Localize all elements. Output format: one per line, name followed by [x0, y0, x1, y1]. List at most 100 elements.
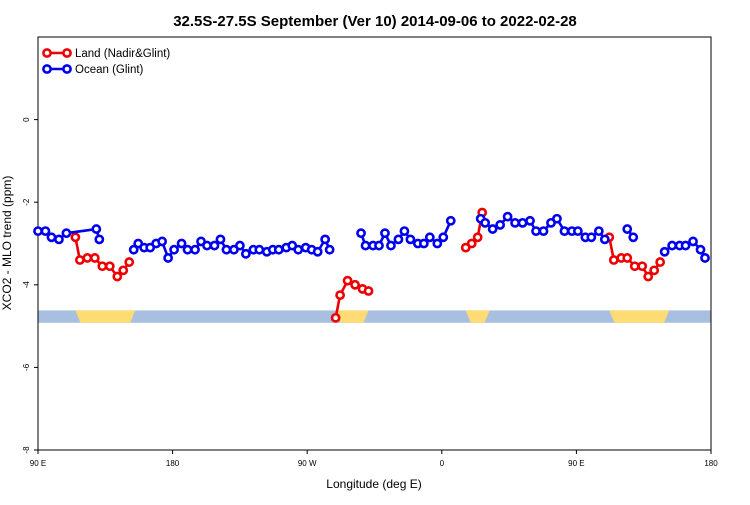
data-point: [380, 228, 390, 239]
data-point: [386, 240, 396, 251]
x-axis: 90 E 180 90 W 0 90 E 180: [30, 450, 718, 468]
y-tick-label: -8: [22, 446, 31, 454]
data-point: [128, 244, 139, 255]
data-point: [637, 261, 648, 272]
data-point: [104, 261, 115, 272]
data-point: [163, 253, 174, 263]
data-point: [330, 312, 341, 323]
data-point: [586, 232, 597, 243]
data-point: [221, 244, 232, 255]
data-point: [240, 248, 251, 259]
data-point: [538, 226, 549, 237]
data-point: [157, 236, 168, 247]
data-point: [438, 232, 449, 243]
data-point: [405, 234, 416, 245]
data-point: [46, 232, 57, 243]
data-point: [89, 253, 100, 263]
data-point: [91, 224, 102, 234]
plot-frame: [37, 36, 712, 451]
legend-marker: [62, 48, 72, 58]
data-point: [472, 232, 483, 243]
data-point: [525, 215, 535, 226]
land-band: [75, 310, 136, 323]
data-point: [659, 246, 670, 257]
data-point: [124, 257, 135, 267]
data-point: [480, 217, 491, 228]
data-point: [234, 240, 245, 251]
data-point: [418, 238, 429, 249]
x-tick-label: 180: [704, 459, 718, 468]
data-point: [424, 232, 435, 243]
data-point: [655, 257, 666, 267]
legend-marker: [42, 64, 52, 74]
data-point: [517, 217, 528, 228]
data-point: [312, 246, 323, 257]
legend-marker: [62, 64, 72, 74]
land-band: [465, 310, 490, 323]
x-tick-label: 90 E: [30, 459, 46, 468]
data-point: [688, 236, 698, 247]
legend: Land (Nadir&Glint) Ocean (Glint): [42, 48, 170, 76]
data-point: [599, 234, 610, 245]
data-point: [70, 232, 81, 243]
data-point: [552, 213, 562, 224]
data-point: [628, 232, 639, 243]
data-point: [495, 220, 506, 230]
data-point: [273, 244, 284, 255]
data-point: [320, 234, 331, 245]
data-point: [622, 224, 633, 234]
data-point: [680, 240, 691, 251]
legend-label: Ocean (Glint): [75, 64, 144, 76]
data-point: [432, 238, 443, 249]
y-tick-label: 0: [22, 117, 31, 122]
y-axis: 0 -2 -4 -6 -8: [22, 117, 38, 454]
data-point: [622, 253, 633, 263]
data-point: [61, 228, 72, 239]
series-0: [70, 207, 666, 323]
data-point: [502, 211, 513, 222]
y-tick-label: -2: [22, 198, 31, 206]
data-point: [363, 286, 374, 296]
series-layer: [33, 207, 710, 323]
data-point: [393, 234, 404, 245]
data-point: [97, 261, 108, 272]
data-point: [559, 226, 570, 237]
data-point: [74, 255, 85, 265]
data-point: [667, 240, 678, 251]
data-point: [360, 240, 371, 251]
data-point: [190, 244, 200, 255]
ocean-band: [38, 310, 711, 323]
legend-marker: [42, 48, 52, 58]
x-tick-label: 90 E: [568, 459, 584, 468]
land-ocean-mask: [38, 310, 711, 323]
data-point: [466, 238, 477, 249]
data-point: [399, 226, 410, 237]
data-point: [510, 217, 520, 228]
data-point: [209, 240, 220, 251]
data-point: [176, 238, 187, 249]
data-point: [40, 226, 51, 237]
data-point: [335, 290, 346, 301]
data-point: [445, 215, 456, 226]
data-point: [324, 244, 335, 255]
x-tick-label: 180: [166, 459, 180, 468]
data-point: [118, 265, 129, 276]
data-point: [54, 234, 64, 245]
data-point: [342, 275, 353, 286]
land-band: [335, 310, 369, 323]
data-point: [531, 226, 541, 237]
data-point: [182, 244, 193, 255]
data-point: [649, 265, 660, 276]
data-point: [643, 271, 654, 282]
data-point: [202, 240, 212, 251]
y-axis-label: XCO2 - MLO trend (ppm): [0, 176, 14, 311]
data-point: [94, 234, 105, 245]
x-tick-label: 90 W: [298, 459, 317, 468]
x-axis-label: Longitude (deg E): [326, 477, 421, 491]
data-point: [572, 226, 583, 237]
data-point: [356, 228, 366, 239]
data-point: [629, 261, 640, 272]
data-point: [608, 255, 619, 265]
y-tick-label: -6: [22, 363, 31, 371]
